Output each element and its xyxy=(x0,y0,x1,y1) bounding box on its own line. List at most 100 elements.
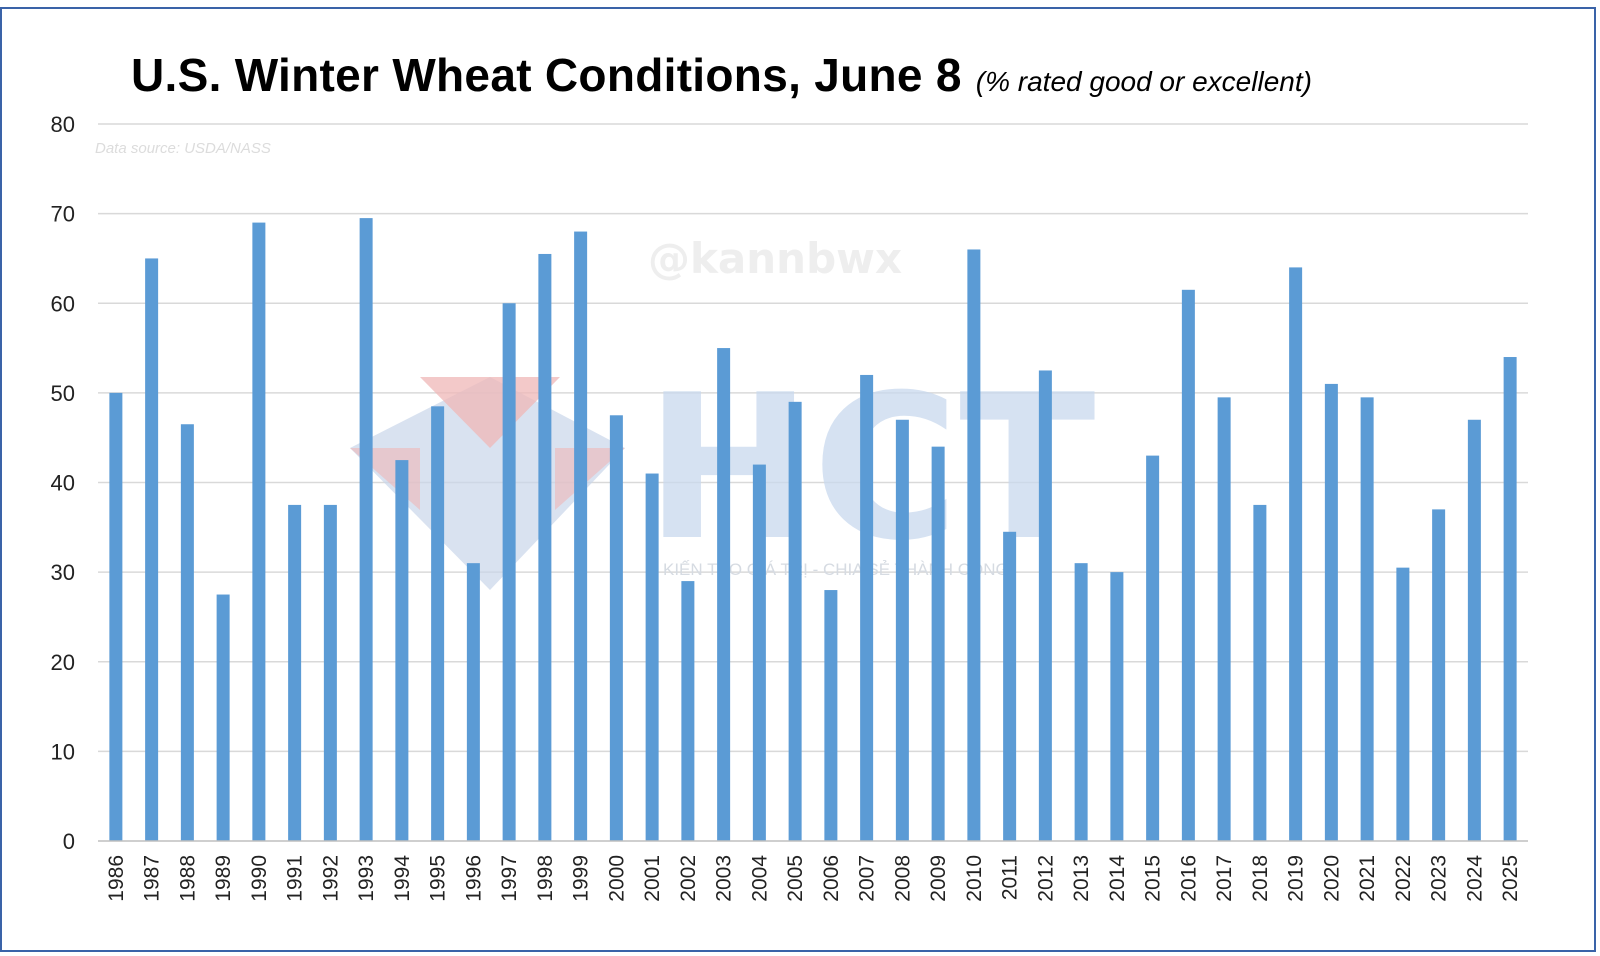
bar xyxy=(752,464,766,841)
x-tick-label: 2009 xyxy=(927,855,950,902)
x-tick-label: 2008 xyxy=(891,855,914,902)
x-tick-label: 2010 xyxy=(963,855,986,902)
x-tick-label: 1997 xyxy=(498,855,521,902)
bar xyxy=(574,231,588,842)
watermark-logo-red-triangle xyxy=(420,377,560,448)
x-tick-label: 2017 xyxy=(1213,855,1236,902)
x-tick-label: 2015 xyxy=(1142,855,1165,902)
x-tick-label: 2012 xyxy=(1034,855,1057,902)
bar xyxy=(931,446,945,841)
x-tick-label: 2023 xyxy=(1428,855,1451,902)
bar xyxy=(1503,357,1517,841)
bar xyxy=(145,258,159,841)
bar xyxy=(1360,397,1374,841)
x-tick-label: 1989 xyxy=(212,855,235,902)
y-axis-ticks: 0 10 20 30 40 50 60 70 80 xyxy=(51,112,75,854)
x-tick-label: 2007 xyxy=(856,855,879,902)
bar-series xyxy=(109,218,1517,842)
x-tick-label: 1994 xyxy=(391,855,414,902)
bar xyxy=(788,401,802,841)
bar xyxy=(1146,455,1160,841)
chart-subtitle: (% rated good or excellent) xyxy=(975,66,1312,97)
x-tick-label: 1996 xyxy=(462,855,485,902)
x-tick-label: 2020 xyxy=(1320,855,1343,902)
y-tick-label: 50 xyxy=(51,381,75,406)
bar xyxy=(645,473,659,841)
x-tick-label: 1988 xyxy=(176,855,199,902)
x-tick-label: 2001 xyxy=(641,855,664,902)
bar xyxy=(359,218,373,841)
data-source-note: Data source: USDA/NASS xyxy=(95,140,271,157)
y-tick-label: 80 xyxy=(51,112,75,137)
x-tick-label: 2018 xyxy=(1249,855,1272,902)
x-tick-label: 1991 xyxy=(284,855,307,902)
y-tick-label: 0 xyxy=(63,829,75,854)
bar xyxy=(252,222,266,841)
x-tick-label: 1993 xyxy=(355,855,378,902)
bar xyxy=(288,504,302,841)
x-tick-label: 2022 xyxy=(1392,855,1415,902)
bar xyxy=(824,590,838,841)
bar xyxy=(1289,267,1303,841)
x-tick-label: 1995 xyxy=(427,855,450,902)
bar xyxy=(1038,370,1052,841)
bar xyxy=(502,303,516,841)
bar xyxy=(1253,504,1267,841)
bar xyxy=(216,594,230,841)
bar xyxy=(109,392,123,841)
y-tick-label: 10 xyxy=(51,739,75,764)
x-tick-label: 1992 xyxy=(319,855,342,902)
bar xyxy=(895,419,909,841)
bar xyxy=(1074,563,1088,841)
x-tick-label: 1986 xyxy=(105,855,128,902)
bar xyxy=(323,504,337,841)
bar xyxy=(681,581,695,841)
y-tick-label: 20 xyxy=(51,650,75,675)
bar xyxy=(1324,383,1338,841)
bar xyxy=(180,424,194,841)
chart-title-main: U.S. Winter Wheat Conditions, June 8 xyxy=(131,49,962,101)
x-axis-ticks: 1986 1987 1988 1989 1990 1991 1992 1993 1994 1995… xyxy=(105,855,1522,902)
x-tick-label: 2002 xyxy=(677,855,700,902)
x-tick-label: 2016 xyxy=(1177,855,1200,902)
watermark-logo-diamond xyxy=(350,377,625,590)
bar xyxy=(717,348,731,841)
bar xyxy=(395,460,409,841)
y-tick-label: 60 xyxy=(51,291,75,316)
bar xyxy=(1181,289,1195,841)
x-tick-label: 2000 xyxy=(605,855,628,902)
watermark-logo-red-wing-right xyxy=(555,448,625,510)
x-tick-label: 2021 xyxy=(1356,855,1379,902)
bar xyxy=(538,253,552,842)
x-tick-label: 1999 xyxy=(570,855,593,902)
bar xyxy=(431,406,445,841)
y-tick-label: 70 xyxy=(51,202,75,227)
x-tick-label: 1990 xyxy=(248,855,271,902)
watermark-handle: @kannbwx xyxy=(648,234,902,283)
x-tick-label: 2019 xyxy=(1285,855,1308,902)
bar xyxy=(1003,531,1017,841)
bar xyxy=(609,415,623,841)
bar xyxy=(1217,397,1231,841)
x-tick-label: 2006 xyxy=(820,855,843,902)
x-tick-label: 2011 xyxy=(999,855,1022,900)
x-tick-label: 2013 xyxy=(1070,855,1093,902)
bar xyxy=(1432,509,1446,841)
x-tick-label: 2014 xyxy=(1106,855,1129,902)
bar xyxy=(1396,567,1410,841)
y-tick-label: 40 xyxy=(51,471,75,496)
x-tick-label: 2005 xyxy=(784,855,807,902)
chart-title: U.S. Winter Wheat Conditions, June 8 (% r… xyxy=(131,48,1312,102)
y-tick-label: 30 xyxy=(51,560,75,585)
watermark-tagline: KIẾN TẠO GIÁ TRỊ - CHIA SẺ THÀNH CÔNG xyxy=(663,560,1009,579)
x-tick-label: 2003 xyxy=(713,855,736,902)
x-tick-label: 2025 xyxy=(1499,855,1522,902)
x-tick-label: 1987 xyxy=(141,855,164,902)
bar xyxy=(860,374,874,841)
x-tick-label: 1998 xyxy=(534,855,557,902)
bar xyxy=(1110,572,1124,841)
bar xyxy=(967,249,981,842)
x-tick-label: 2024 xyxy=(1463,855,1486,902)
bar xyxy=(1467,419,1481,841)
